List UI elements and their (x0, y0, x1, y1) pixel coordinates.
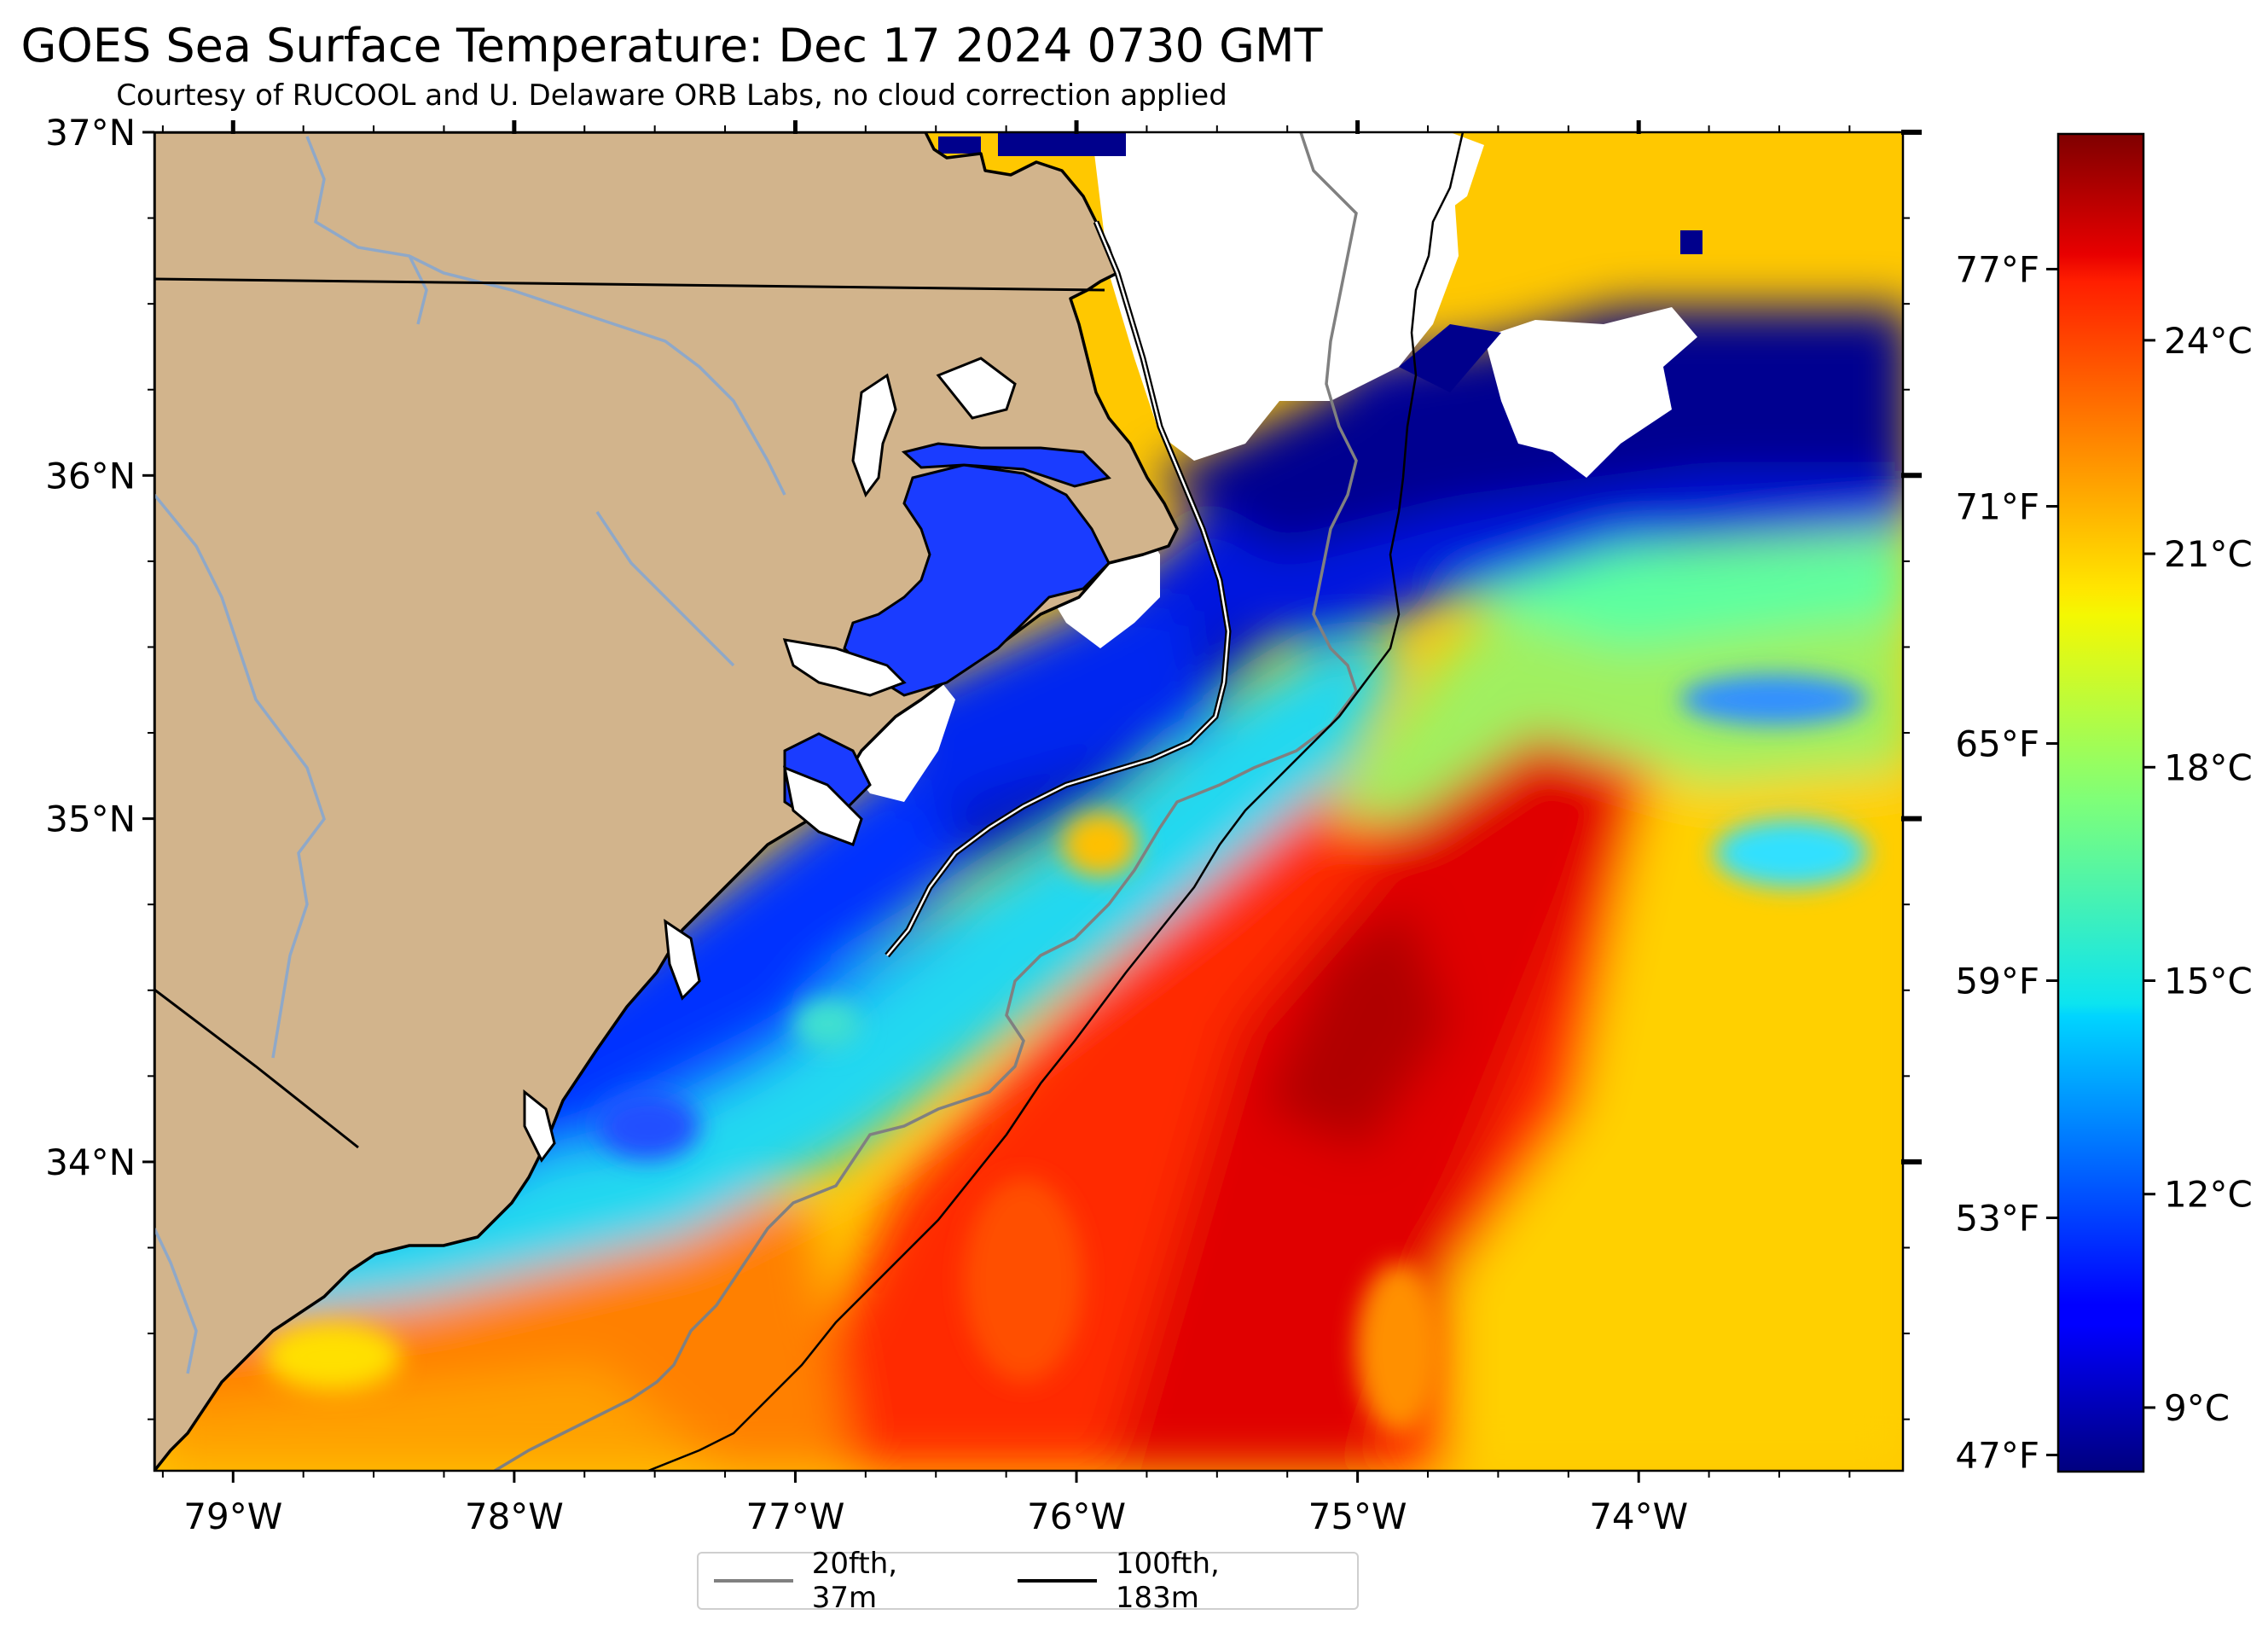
fahrenheit-tick-label: 71°F (1955, 485, 2039, 527)
legend-item-100fth: 100fth, 183m (1018, 1547, 1306, 1615)
map-frame (153, 131, 1905, 1472)
x-axis: 79°W 78°W 77°W 76°W 75°W 74°W (183, 120, 1688, 1537)
barrier-inner (886, 221, 1230, 956)
celsius-tick-label: 12°C (2164, 1174, 2253, 1216)
legend-swatch-black (1018, 1579, 1097, 1583)
y-tick-label: 34°N (45, 1141, 136, 1183)
x-tick-label: 74°W (1589, 1496, 1688, 1537)
state-boundaries (154, 277, 1105, 1149)
isobath-100fth (647, 132, 1465, 1471)
minor-ticks (148, 125, 1910, 1478)
y-axis: 37°N 36°N 35°N 34°N (45, 112, 1922, 1183)
legend-label-100fth: 100fth, 183m (1115, 1547, 1220, 1615)
legend-item-20fth: 20fth, 37m (714, 1547, 966, 1615)
sst-eddies (264, 674, 1868, 1433)
celsius-tick-label: 21°C (2164, 533, 2253, 575)
isobath-legend: 20fth, 37m 100fth, 183m (697, 1547, 1359, 1615)
celsius-tick-label: 9°C (2164, 1387, 2230, 1429)
fahrenheit-tick-label: 47°F (1955, 1435, 2039, 1477)
y-tick-label: 35°N (45, 799, 136, 840)
legend-label-20fth: 20fth, 37m (811, 1547, 898, 1615)
x-tick-label: 76°W (1027, 1496, 1126, 1537)
colorbar-axis: 9°C 12°C 15°C 18°C 21°C 24°C 47°F 53°F 59°F 65°F 7… (1955, 248, 2252, 1476)
fahrenheit-tick-label: 59°F (1955, 961, 2039, 1002)
estuaries (523, 357, 1017, 1163)
fahrenheit-tick-label: 53°F (1955, 1198, 2039, 1240)
celsius-tick-label: 24°C (2164, 320, 2253, 362)
legend-swatch-gray (714, 1579, 793, 1583)
sounds (783, 442, 1111, 821)
map-area (154, 132, 1903, 1471)
rivers (154, 136, 786, 1374)
isobath-20fth (494, 132, 1358, 1471)
celsius-tick-label: 18°C (2164, 746, 2253, 788)
x-tick-label: 79°W (183, 1496, 282, 1537)
fahrenheit-tick-label: 65°F (1955, 723, 2039, 764)
colorbar (2056, 132, 2145, 1473)
x-tick-label: 77°W (745, 1496, 844, 1537)
figure-subtitle: Courtesy of RUCOOL and U. Delaware ORB L… (116, 78, 1227, 113)
x-tick-label: 75°W (1308, 1496, 1407, 1537)
y-tick-label: 37°N (45, 112, 136, 154)
x-tick-label: 78°W (465, 1496, 564, 1537)
fahrenheit-tick-label: 77°F (1955, 248, 2039, 290)
figure-title: GOES Sea Surface Temperature: Dec 17 202… (20, 19, 1323, 73)
celsius-tick-label: 15°C (2164, 961, 2253, 1002)
cloud-mask (836, 132, 1697, 802)
cold-patches (938, 132, 1702, 392)
y-tick-label: 36°N (45, 455, 136, 497)
